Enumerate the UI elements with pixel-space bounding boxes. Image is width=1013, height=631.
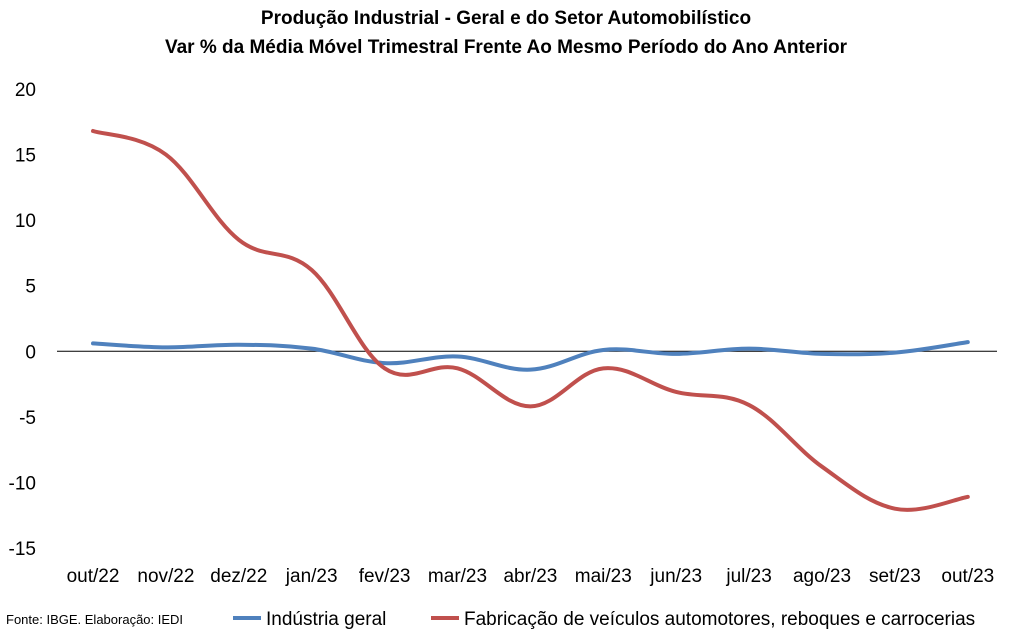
x-tick-label: dez/22 (210, 566, 267, 587)
x-tick-label: jul/23 (725, 566, 771, 587)
x-tick-label: ago/23 (793, 566, 851, 587)
y-axis-ticks: 20 15 10 5 0 -5 -10 -15 (9, 80, 36, 560)
x-tick-label: mai/23 (575, 566, 632, 587)
y-tick-label: 15 (15, 146, 36, 167)
legend-label: Fabricação de veículos automotores, rebo… (464, 609, 975, 630)
x-tick-label: fev/23 (359, 566, 411, 587)
x-axis-ticks: out/22 nov/22 dez/22 jan/23 fev/23 mar/23 abr/… (67, 566, 995, 587)
x-tick-label: out/22 (67, 566, 120, 587)
y-tick-label: -15 (9, 539, 36, 560)
series-line-industria-geral (91, 340, 970, 372)
x-tick-label: out/23 (941, 566, 994, 587)
y-tick-label: 5 (25, 277, 36, 298)
y-tick-label: 10 (15, 211, 36, 232)
series-line-veiculos (91, 128, 970, 512)
y-tick-label: -5 (19, 408, 36, 429)
chart-title: Produção Industrial - Geral e do Setor A… (261, 8, 751, 29)
source-note: Fonte: IBGE. Elaboração: IEDI (6, 612, 183, 627)
y-tick-label: 20 (15, 80, 36, 101)
legend-label: Indústria geral (266, 609, 386, 630)
y-tick-label: 0 (25, 342, 36, 363)
chart-subtitle: Var % da Média Móvel Trimestral Frente A… (165, 37, 848, 58)
x-tick-label: jun/23 (649, 566, 702, 587)
x-tick-label: jan/23 (285, 566, 338, 587)
series-layer (91, 128, 970, 512)
y-tick-label: -10 (9, 473, 36, 494)
x-tick-label: abr/23 (503, 566, 557, 587)
x-tick-label: nov/22 (137, 566, 194, 587)
legend: Indústria geral Fabricação de veículos au… (233, 609, 975, 630)
x-tick-label: set/23 (869, 566, 921, 587)
x-tick-label: mar/23 (428, 566, 487, 587)
